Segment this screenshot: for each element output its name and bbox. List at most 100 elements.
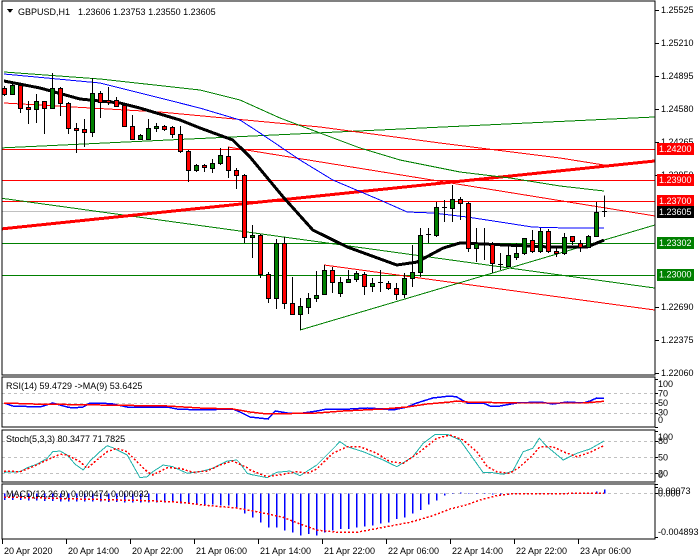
price-level-label-text: 1.23302 — [659, 238, 692, 248]
price-level-label-text: 1.23605 — [659, 207, 692, 217]
candle — [370, 277, 375, 293]
candle — [170, 125, 175, 139]
bear-candle-body — [386, 283, 391, 289]
candle — [242, 174, 247, 243]
bear-candle-body — [82, 129, 87, 133]
time-axis-label: 22 Apr 22:00 — [516, 546, 567, 556]
candle — [234, 167, 239, 190]
ma-black-line — [3, 79, 605, 267]
price-plot-area[interactable] — [2, 1, 655, 375]
trendline[interactable] — [227, 146, 655, 217]
candle — [90, 77, 95, 137]
bull-candle-body — [418, 235, 423, 273]
trendlines — [0, 116, 655, 331]
price-level-label-text: 1.23000 — [659, 270, 692, 280]
triangle-down-icon[interactable] — [7, 9, 13, 13]
bear-candle-body — [466, 203, 471, 249]
price-level-label-text: 1.24200 — [659, 144, 692, 154]
bull-candle-body — [346, 279, 351, 283]
macd-panel[interactable]: MACD(12,26,9) 0.000474 0.000032 0.000730… — [1, 483, 699, 540]
candle — [210, 158, 215, 174]
candle — [482, 228, 487, 260]
price-level-label: 1.23000 — [657, 269, 694, 281]
bear-candle-body — [66, 103, 71, 129]
candle — [458, 197, 463, 221]
bull-candle-body — [34, 101, 39, 110]
trendline[interactable] — [323, 264, 655, 311]
time-axis-label: 22 Apr 14:00 — [452, 546, 503, 556]
price-level-label: 1.24200 — [657, 143, 694, 155]
candle — [202, 164, 207, 172]
bear-candle-body — [234, 170, 239, 176]
candle — [258, 233, 263, 278]
bear-candle-body — [282, 243, 287, 304]
rsi-panel[interactable]: RSI(14) 59.4729 ->MA(9) 53.6425 10070503… — [1, 376, 673, 428]
bull-candle-body — [474, 243, 479, 249]
trendline[interactable] — [0, 159, 655, 231]
bull-candle-body — [250, 235, 255, 238]
bear-candle-body — [170, 127, 175, 135]
price-level-label: 1.23700 — [657, 195, 694, 207]
bear-candle-body — [186, 151, 191, 171]
price-level-label-bg — [657, 195, 694, 207]
trendline[interactable] — [0, 116, 655, 149]
main-price-panel[interactable]: GBPUSD,H1 1.23606 1.23753 1.23550 1.2360… — [0, 0, 656, 376]
rsi-ma-line — [3, 400, 605, 415]
candle — [58, 87, 63, 117]
bull-candle-body — [522, 238, 527, 254]
candle — [226, 147, 231, 179]
time-axis[interactable]: 20 Apr 2020 20 Apr 14:00 20 Apr 22:00 21 Ap… — [2, 539, 632, 556]
candle — [50, 72, 55, 109]
candle — [466, 202, 471, 252]
candle — [546, 229, 551, 254]
bear-candle-body — [546, 231, 551, 252]
candle — [498, 253, 503, 271]
bull-candle-body — [50, 88, 55, 109]
candle — [34, 94, 39, 124]
bear-candle-body — [42, 101, 47, 109]
candle — [130, 114, 135, 141]
ma-red-line — [3, 102, 605, 166]
rsi-plot-area[interactable] — [2, 377, 655, 427]
candle — [490, 242, 495, 274]
symbol-timeframe-label: GBPUSD,H1 — [18, 7, 70, 17]
candle — [266, 272, 271, 304]
candle — [418, 228, 423, 278]
candle — [378, 270, 383, 293]
candle — [594, 202, 599, 238]
bull-candle-body — [146, 128, 151, 140]
candle — [330, 266, 335, 293]
ma-blue-line — [3, 73, 604, 229]
candle — [146, 119, 151, 141]
scale-label: 0 — [658, 415, 663, 425]
candle — [578, 240, 583, 252]
time-axis-label: 20 Apr 2020 — [4, 546, 53, 556]
bull-candle-body — [218, 155, 223, 164]
candle — [306, 292, 311, 315]
bull-candle-body — [210, 163, 215, 169]
candle — [338, 277, 343, 298]
candle — [586, 235, 591, 249]
price-level-label-bg — [657, 206, 694, 218]
candle — [442, 200, 447, 223]
candle — [218, 147, 223, 166]
price-axis[interactable]: 1.25525 1.25210 1.24895 1.24580 1.24265 1.239… — [655, 5, 694, 378]
candle — [474, 228, 479, 263]
candle — [274, 239, 279, 309]
bull-candle-body — [314, 295, 319, 299]
bear-candle-body — [394, 288, 399, 295]
chart-title: GBPUSD,H1 1.23606 1.23753 1.23550 1.2360… — [7, 7, 216, 17]
price-tick-label: 1.24580 — [661, 104, 694, 114]
candle — [66, 101, 71, 135]
candle — [314, 270, 319, 302]
trendline[interactable] — [0, 197, 655, 289]
bear-candle-body — [458, 199, 463, 204]
candle — [602, 195, 607, 217]
candle — [570, 235, 575, 245]
bear-candle-body — [226, 156, 231, 171]
stoch-label: Stoch(5,3,3) 80.3477 71.7825 — [6, 434, 125, 444]
stoch-signal-line — [3, 434, 605, 478]
price-level-label: 1.23302 — [657, 237, 694, 249]
